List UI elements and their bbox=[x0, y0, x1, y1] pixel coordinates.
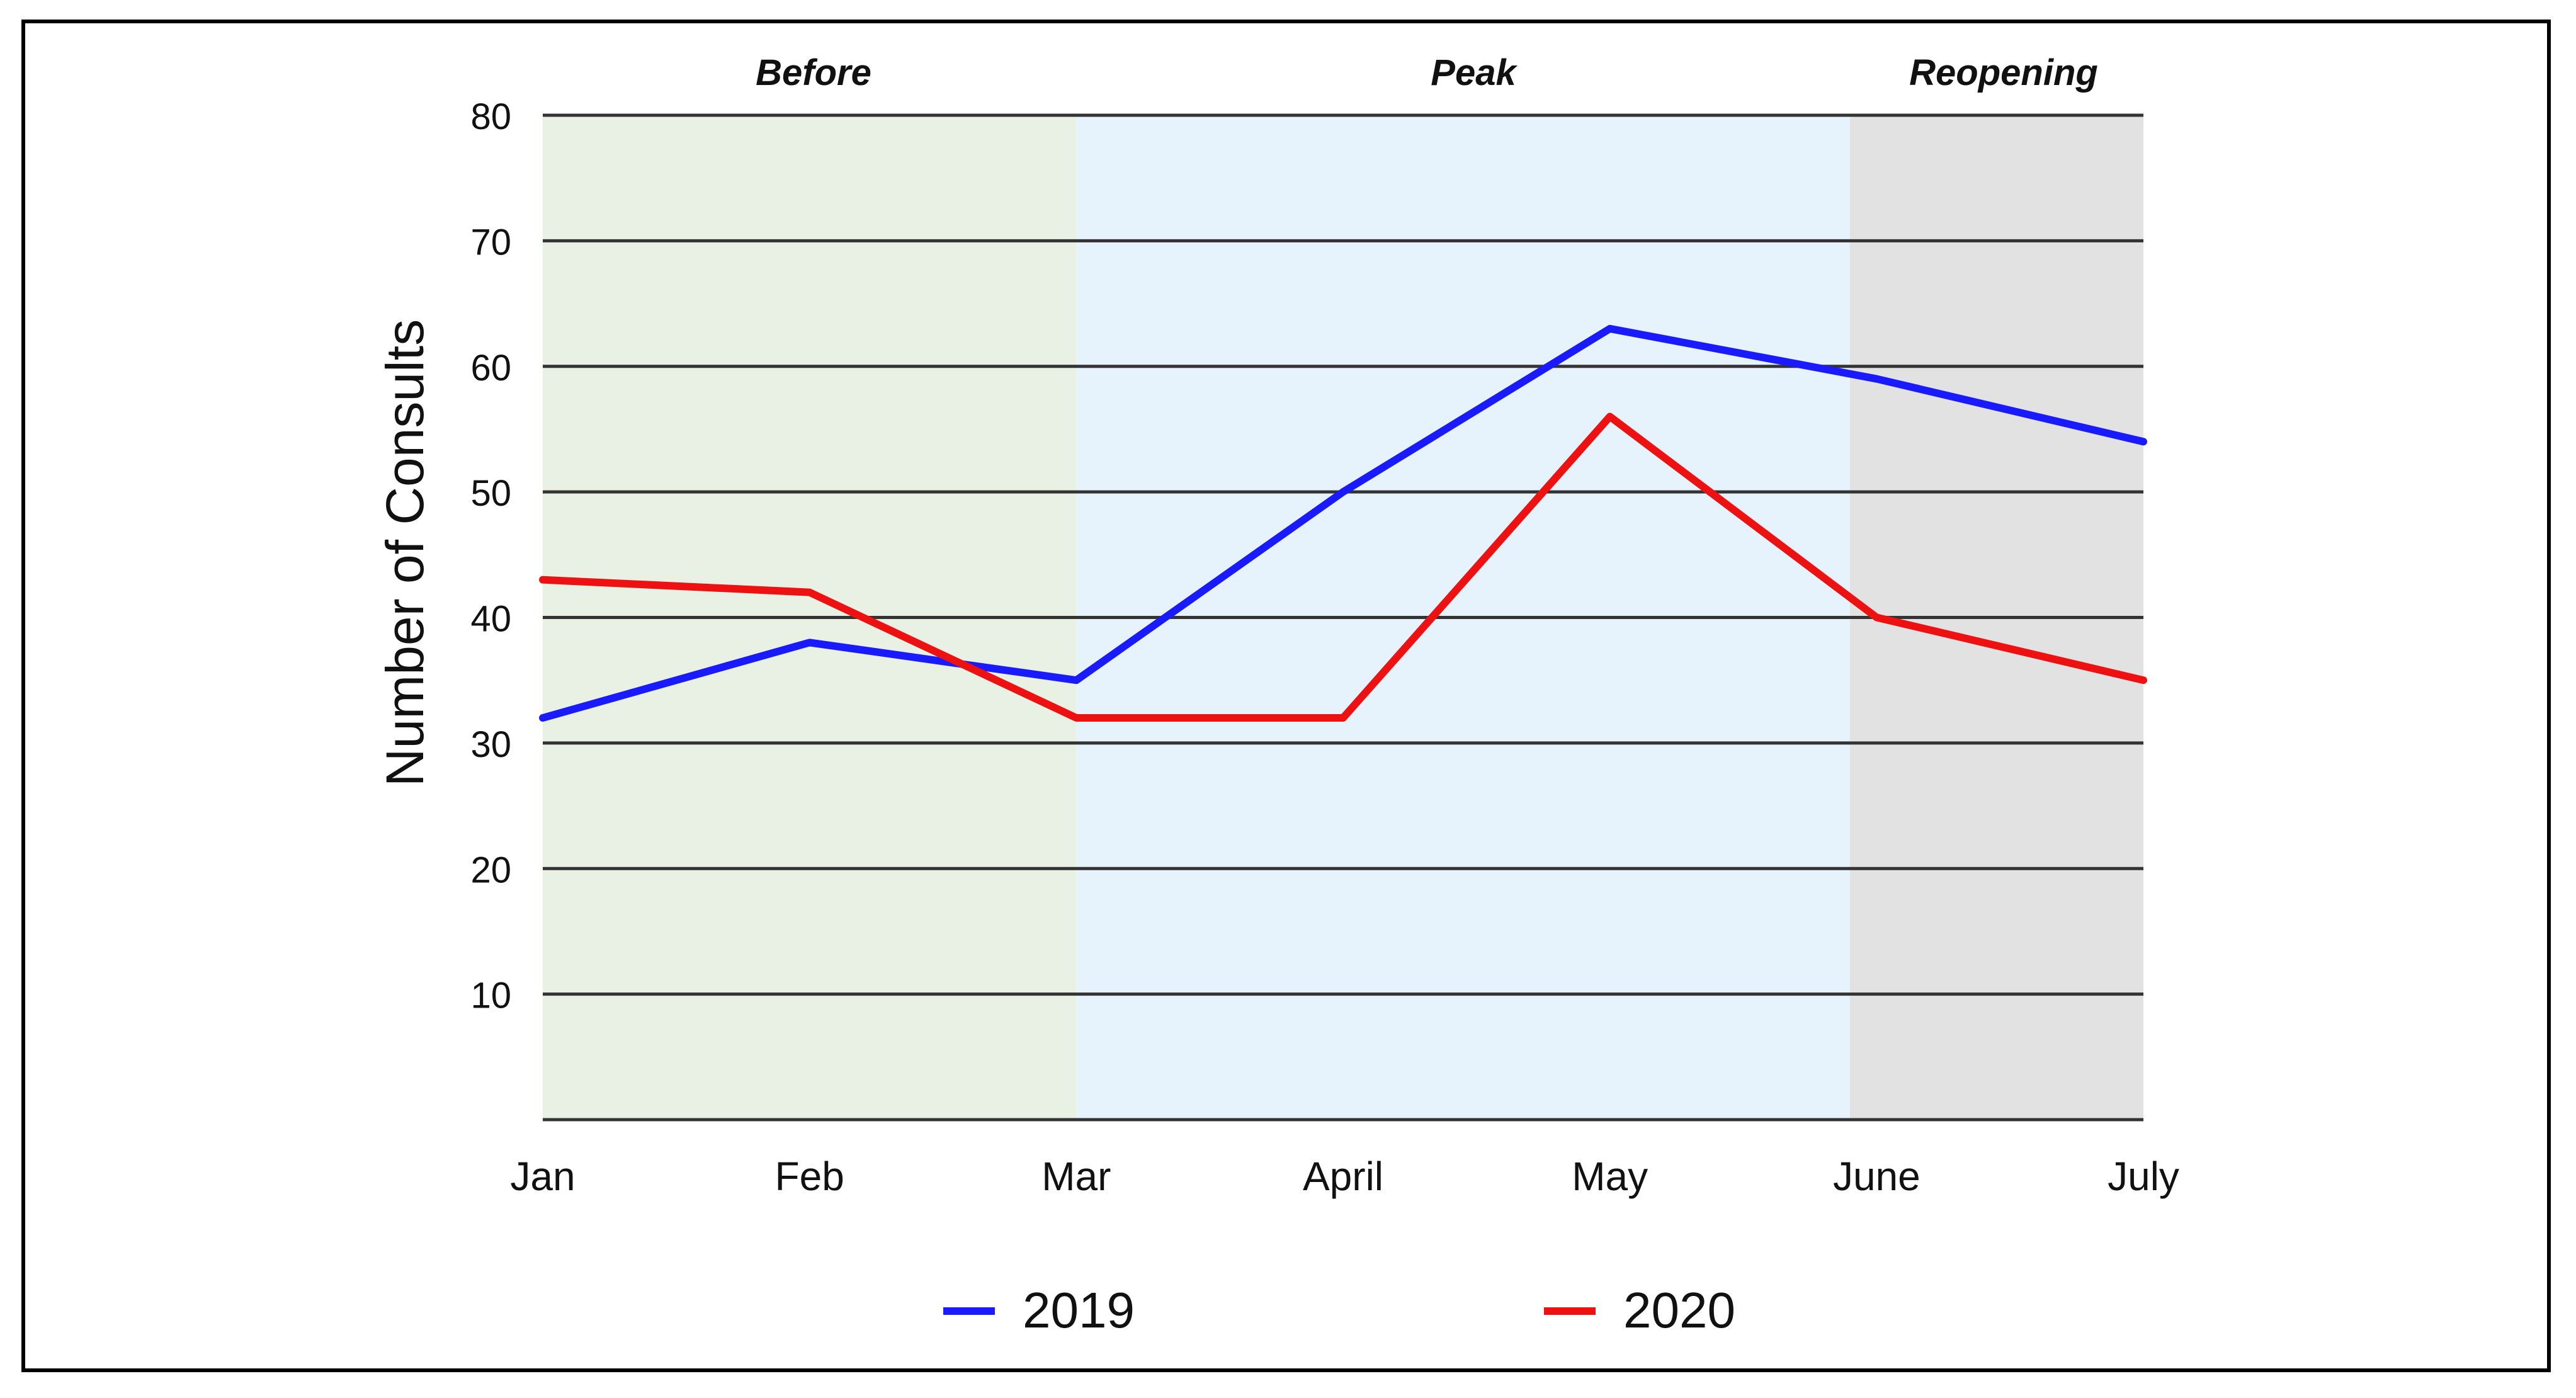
legend: 2019 2020 bbox=[943, 1282, 1735, 1338]
legend-label-2019: 2019 bbox=[1023, 1282, 1135, 1338]
y-tick-label: 50 bbox=[470, 473, 511, 514]
x-tick-label: Mar bbox=[1041, 1154, 1111, 1199]
legend-label-2020: 2020 bbox=[1623, 1282, 1735, 1338]
y-tick-label: 80 bbox=[470, 96, 511, 137]
x-tick-label: Feb bbox=[775, 1154, 844, 1199]
x-tick-label: June bbox=[1833, 1154, 1921, 1199]
y-axis-ticks: 10 20 30 40 50 60 70 80 bbox=[470, 96, 511, 1016]
y-tick-label: 60 bbox=[470, 348, 511, 389]
y-tick-label: 30 bbox=[470, 724, 511, 765]
x-tick-label: Jan bbox=[510, 1154, 575, 1199]
y-tick-label: 20 bbox=[470, 850, 511, 890]
y-tick-label: 10 bbox=[470, 975, 511, 1016]
period-label-peak: Peak bbox=[1431, 52, 1518, 93]
x-axis-ticks: Jan Feb Mar April May June July bbox=[510, 1154, 2179, 1199]
y-tick-label: 70 bbox=[470, 222, 511, 263]
period-labels: Before Peak Reopening bbox=[756, 52, 2098, 93]
y-axis-label: Number of Consults bbox=[375, 319, 434, 787]
series-line-2019 bbox=[539, 324, 2147, 722]
x-tick-label: May bbox=[1572, 1154, 1648, 1199]
gridlines bbox=[543, 113, 2143, 1122]
series-line-2020 bbox=[539, 412, 2147, 722]
period-label-before: Before bbox=[756, 52, 871, 93]
x-tick-label: April bbox=[1303, 1154, 1383, 1199]
series-lines bbox=[539, 324, 2147, 722]
x-tick-label: July bbox=[2108, 1154, 2179, 1199]
y-tick-label: 40 bbox=[470, 599, 511, 640]
period-label-reopening: Reopening bbox=[1909, 52, 2098, 93]
